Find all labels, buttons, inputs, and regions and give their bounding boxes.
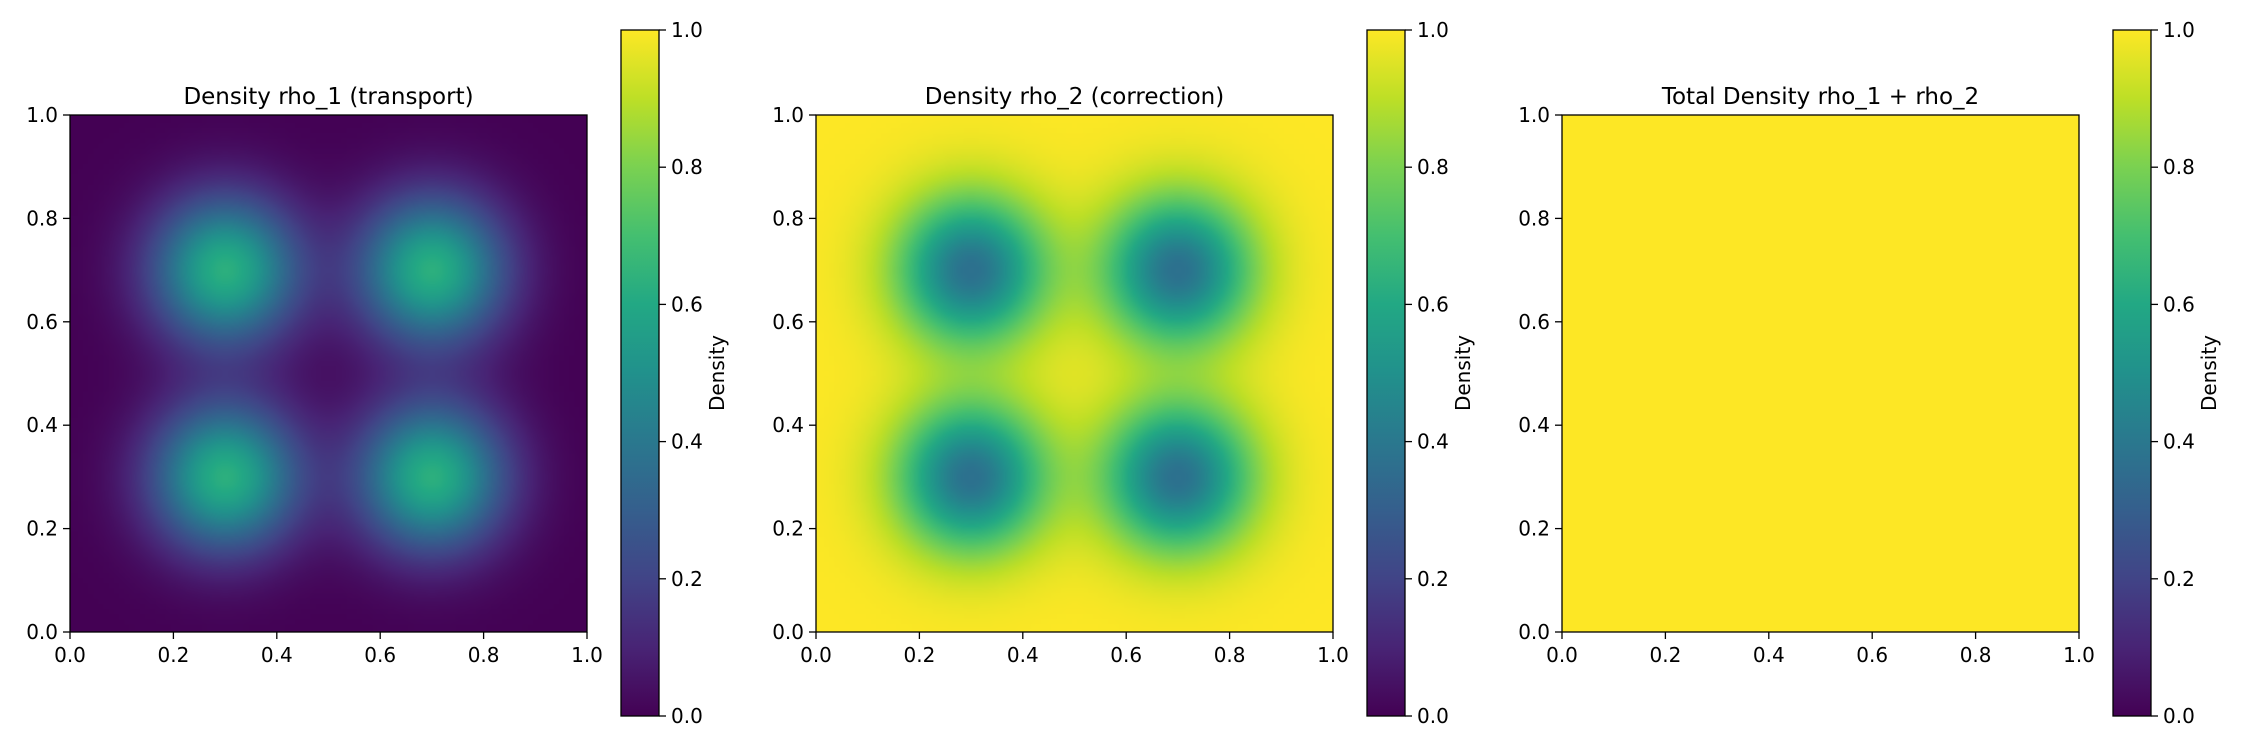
y-tick-label: 0.8 [26, 206, 58, 230]
y-tick-label: 0.6 [26, 310, 58, 334]
x-tick-label: 0.6 [364, 643, 396, 667]
axes-frame [815, 114, 1334, 633]
x-tick-label: 0.2 [157, 643, 189, 667]
colorbar-tick-label: 1.0 [2163, 18, 2195, 42]
panel-3: Total Density rho_1 + rho_2 0.0 0.2 0.4 0.6 0… [1518, 18, 2221, 728]
y-tick-label: 0.4 [772, 413, 804, 437]
y-tick-label: 0.2 [772, 517, 804, 541]
x-tick-label: 0.8 [1960, 643, 1992, 667]
panel-1: Density rho_1 (transport) 0.0 0.2 0.4 0.6 0.8… [26, 18, 729, 728]
colorbar-tick-label: 0.2 [2163, 567, 2195, 591]
x-tick-label: 0.0 [800, 643, 832, 667]
colorbar-label: Density [1451, 335, 1475, 411]
y-tick-label: 0.6 [1518, 310, 1550, 334]
axes-frame [69, 114, 588, 633]
colorbar-tick-label: 0.8 [671, 155, 703, 179]
y-tick-label: 0.8 [772, 206, 804, 230]
y-tick-label: 0.8 [1518, 206, 1550, 230]
colorbar [621, 30, 659, 716]
y-tick-label: 1.0 [772, 103, 804, 127]
colorbar [2113, 30, 2151, 716]
colorbar-frame [1366, 29, 1406, 717]
x-tick-label: 0.2 [1649, 643, 1681, 667]
colorbar-tick-label: 0.2 [671, 567, 703, 591]
x-tick-label: 1.0 [1317, 643, 1349, 667]
x-tick-label: 0.4 [1007, 643, 1039, 667]
chart-title: Density rho_1 (transport) [183, 84, 473, 110]
y-tick-label: 1.0 [26, 103, 58, 127]
colorbar-tick-label: 0.0 [1417, 704, 1449, 728]
y-tick-label: 1.0 [1518, 103, 1550, 127]
colorbar-tick-label: 0.6 [2163, 292, 2195, 316]
chart-title: Density rho_2 (correction) [925, 84, 1224, 110]
colorbar-tick-label: 0.4 [2163, 430, 2195, 454]
colorbar-frame [620, 29, 660, 717]
heatmap-image [70, 115, 587, 632]
x-tick-label: 0.8 [468, 643, 500, 667]
colorbar-tick-label: 0.0 [2163, 704, 2195, 728]
y-tick-label: 0.2 [26, 517, 58, 541]
x-tick-label: 0.4 [1753, 643, 1785, 667]
colorbar-tick-label: 0.6 [1417, 292, 1449, 316]
x-tick-label: 0.8 [1214, 643, 1246, 667]
y-tick-label: 0.4 [26, 413, 58, 437]
y-tick-label: 0.4 [1518, 413, 1550, 437]
x-tick-label: 0.4 [261, 643, 293, 667]
colorbar [1367, 30, 1405, 716]
colorbar-tick-label: 0.4 [1417, 430, 1449, 454]
axes-frame [1561, 114, 2080, 633]
y-tick-label: 0.0 [26, 620, 58, 644]
y-tick-label: 0.2 [1518, 517, 1550, 541]
x-tick-label: 0.0 [54, 643, 86, 667]
colorbar-label: Density [705, 335, 729, 411]
chart-title: Total Density rho_1 + rho_2 [1661, 84, 1979, 110]
y-tick-label: 0.0 [1518, 620, 1550, 644]
colorbar-frame [2112, 29, 2152, 717]
heatmap-image [1562, 115, 2079, 632]
colorbar-tick-label: 0.8 [2163, 155, 2195, 179]
colorbar-tick-label: 0.8 [1417, 155, 1449, 179]
x-tick-label: 0.0 [1546, 643, 1578, 667]
colorbar-tick-label: 0.2 [1417, 567, 1449, 591]
colorbar-tick-label: 0.4 [671, 430, 703, 454]
heatmap-image [816, 115, 1333, 632]
colorbar-tick-label: 1.0 [1417, 18, 1449, 42]
colorbar-tick-label: 0.6 [671, 292, 703, 316]
y-tick-label: 0.6 [772, 310, 804, 334]
y-tick-label: 0.0 [772, 620, 804, 644]
x-tick-label: 1.0 [571, 643, 603, 667]
panel-2: Density rho_2 (correction) 0.0 0.2 0.4 0.6 0.… [772, 18, 1475, 728]
colorbar-label: Density [2197, 335, 2221, 411]
x-tick-label: 1.0 [2063, 643, 2095, 667]
x-tick-label: 0.6 [1856, 643, 1888, 667]
colorbar-tick-label: 1.0 [671, 18, 703, 42]
colorbar-tick-label: 0.0 [671, 704, 703, 728]
x-tick-label: 0.6 [1110, 643, 1142, 667]
x-tick-label: 0.2 [903, 643, 935, 667]
